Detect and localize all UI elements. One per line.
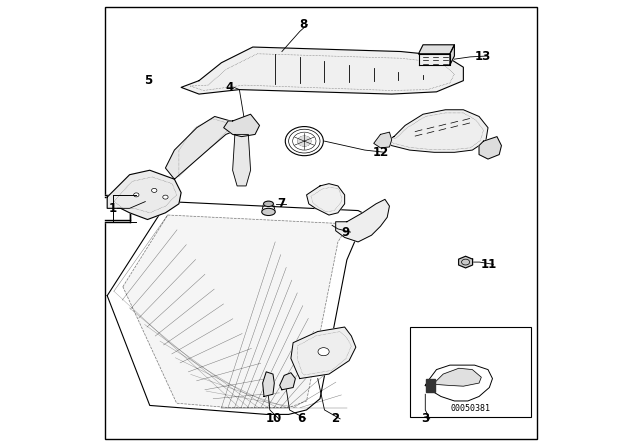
Ellipse shape — [298, 136, 310, 146]
Polygon shape — [450, 45, 454, 65]
Polygon shape — [107, 170, 181, 220]
Polygon shape — [223, 114, 260, 137]
Polygon shape — [181, 47, 463, 94]
Text: 10: 10 — [266, 412, 282, 426]
Text: 1: 1 — [109, 202, 117, 215]
Polygon shape — [123, 215, 349, 408]
Polygon shape — [425, 365, 493, 401]
Text: 12: 12 — [372, 146, 388, 159]
Polygon shape — [262, 372, 275, 396]
Polygon shape — [385, 110, 488, 152]
Polygon shape — [291, 327, 356, 379]
Ellipse shape — [318, 348, 329, 356]
Polygon shape — [479, 137, 502, 159]
Text: 7: 7 — [277, 197, 285, 211]
Text: 11: 11 — [481, 258, 497, 271]
Text: 6: 6 — [297, 412, 305, 426]
Polygon shape — [165, 116, 237, 179]
Ellipse shape — [134, 193, 139, 197]
Text: 2: 2 — [332, 412, 340, 426]
Bar — [410, 327, 531, 417]
Text: 3: 3 — [421, 412, 429, 426]
Polygon shape — [435, 368, 481, 386]
Ellipse shape — [152, 188, 157, 193]
Polygon shape — [419, 45, 454, 54]
Text: 4: 4 — [225, 81, 234, 94]
Polygon shape — [459, 256, 472, 268]
Polygon shape — [374, 132, 392, 148]
Text: 13: 13 — [474, 49, 491, 63]
Text: 00050381: 00050381 — [450, 404, 490, 413]
Ellipse shape — [264, 201, 273, 207]
Ellipse shape — [262, 208, 275, 215]
Polygon shape — [419, 54, 450, 65]
Text: 5: 5 — [144, 74, 152, 87]
Polygon shape — [102, 195, 132, 222]
Polygon shape — [426, 379, 435, 392]
Polygon shape — [307, 184, 344, 215]
Polygon shape — [280, 373, 296, 390]
Polygon shape — [232, 134, 250, 186]
Ellipse shape — [163, 195, 168, 199]
Text: 9: 9 — [342, 225, 350, 239]
Polygon shape — [107, 202, 376, 414]
Polygon shape — [335, 199, 389, 242]
Text: 8: 8 — [299, 18, 307, 31]
